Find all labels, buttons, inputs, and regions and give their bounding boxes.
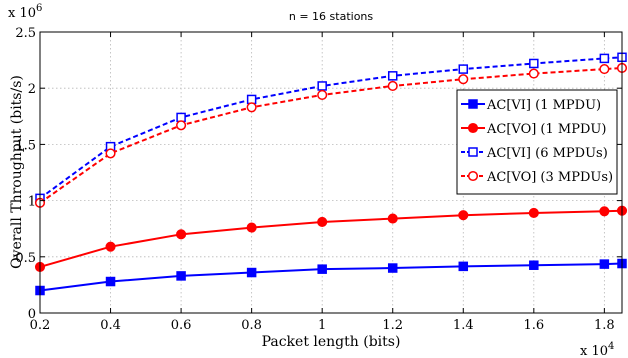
data-point: [176, 271, 186, 281]
data-point: [468, 147, 478, 157]
y-tick-label: 2.5: [15, 26, 36, 41]
data-point: [387, 263, 398, 273]
x-tick-label: 1.8: [594, 318, 615, 333]
data-point: [467, 122, 479, 134]
x-tick-label: 1.2: [382, 318, 403, 333]
x-tick-label: 0.4: [100, 318, 121, 333]
plot-frame: [39, 31, 623, 314]
y-tick-label: 1: [28, 195, 36, 210]
legend-box: [456, 89, 618, 195]
y-axis-label: Overall Throughput (bits/s): [9, 75, 25, 269]
x-tick-label: 0.6: [171, 318, 192, 333]
data-point: [317, 81, 327, 91]
data-point: [529, 58, 539, 69]
x-tick-label: 1.6: [523, 318, 544, 333]
data-point: [458, 261, 469, 272]
data-point: [176, 112, 186, 123]
y-tick-label: 1.5: [15, 138, 36, 153]
x-tick-label: 1.4: [453, 318, 474, 333]
y-tick-label: 0: [28, 307, 36, 322]
legend-label: AC[VO] (3 MPDUs): [486, 170, 613, 185]
data-point: [528, 207, 539, 219]
data-point: [176, 120, 187, 131]
legend-label: AC[VI] (1 MPDU): [486, 98, 601, 113]
legend-item: AC[VO] (3 MPDUs): [461, 170, 613, 185]
series: [34, 205, 628, 272]
x-tick-label: 0.2: [30, 318, 51, 333]
series: [35, 258, 627, 296]
x-multiplier: x 104: [580, 341, 614, 358]
series-line: [39, 209, 623, 268]
data-point: [317, 264, 327, 274]
data-point: [599, 206, 610, 217]
data-point: [105, 241, 116, 252]
series-line: [39, 262, 623, 292]
series-line: [39, 66, 623, 204]
data-point: [467, 170, 479, 182]
y-tick-label: 2: [28, 82, 36, 97]
legend-item: AC[VI] (6 MPDUs): [461, 146, 608, 161]
data-point: [246, 267, 257, 278]
data-point: [317, 89, 328, 100]
data-point: [317, 216, 328, 228]
data-point: [528, 68, 539, 79]
y-tick-label: 0.5: [15, 251, 36, 266]
x-axis-label: Packet length (bits): [262, 334, 401, 350]
data-point: [599, 53, 610, 64]
data-point: [468, 99, 478, 109]
data-point: [246, 94, 257, 105]
data-point: [246, 102, 257, 113]
axis-ticks: 0.2 0.4 0.6 0.8 1 1.2 1.4 1.6 1.8 0 0.5 1 1.5 2 2.5: [15, 26, 622, 333]
data-point: [176, 229, 187, 240]
data-point: [387, 71, 398, 81]
legend-item: AC[VO] (1 MPDU): [461, 122, 606, 137]
x-tick-label: 0.8: [241, 318, 262, 333]
legend-label: AC[VI] (6 MPDUs): [486, 146, 608, 161]
data-point: [458, 210, 469, 221]
data-point: [599, 259, 610, 269]
data-point: [246, 222, 257, 233]
data-point: [387, 80, 398, 92]
data-point: [387, 213, 398, 224]
legend-item: AC[VI] (1 MPDU): [461, 98, 601, 113]
data-point: [458, 74, 469, 85]
data-point: [529, 260, 539, 270]
legend-label: AC[VO] (1 MPDU): [486, 122, 606, 137]
data-point: [105, 148, 116, 159]
series-line: [39, 56, 623, 200]
data-point: [599, 64, 610, 75]
y-multiplier: x 106: [8, 3, 42, 21]
chart-title: n = 16 stations: [289, 10, 374, 23]
data-point: [105, 276, 116, 287]
data-point: [458, 64, 469, 74]
legend: AC[VI] (1 MPDU) AC[VO] (1 MPDU) AC[VI] (6 …: [456, 89, 618, 195]
x-tick-label: 1: [318, 318, 326, 333]
